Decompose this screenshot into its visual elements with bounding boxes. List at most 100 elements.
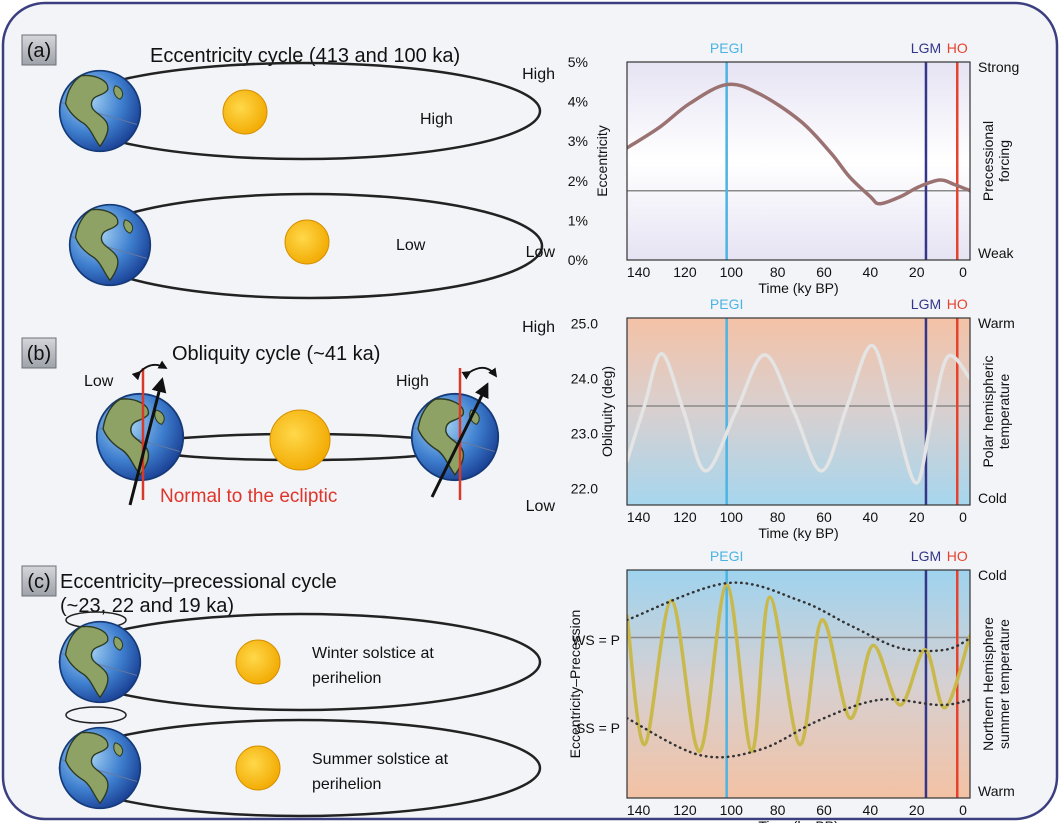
event-label: HO bbox=[947, 296, 968, 312]
orbit-label: Winter solstice at bbox=[312, 645, 434, 662]
curve bbox=[627, 82, 970, 206]
x-tick-label: 20 bbox=[909, 802, 925, 818]
y-tick-label: 3% bbox=[568, 133, 588, 149]
y2-axis-title: summer temperature bbox=[996, 619, 1012, 749]
curve bbox=[627, 583, 970, 754]
event-label: HO bbox=[947, 548, 968, 564]
plot-area bbox=[627, 62, 970, 260]
earth bbox=[68, 203, 152, 287]
plot-area bbox=[627, 570, 970, 798]
x-tick-label: 120 bbox=[673, 802, 697, 818]
y-tick-label: SS = P bbox=[576, 720, 620, 736]
y-tick-label: WS = P bbox=[572, 632, 620, 648]
envelope-line bbox=[627, 698, 970, 759]
event-label: PEGI bbox=[710, 40, 743, 56]
sun bbox=[235, 639, 281, 685]
y2-range-label: Warm bbox=[978, 783, 1015, 799]
earth bbox=[58, 69, 142, 153]
event-label: PEGI bbox=[710, 296, 743, 312]
y-tick-label: 24.0 bbox=[571, 371, 598, 387]
x-tick-label: 120 bbox=[673, 509, 697, 525]
y-tick-label: 22.0 bbox=[571, 481, 598, 497]
x-tick-label: 20 bbox=[909, 509, 925, 525]
x-tick-label: 0 bbox=[959, 802, 967, 818]
sun bbox=[284, 219, 330, 265]
y2-range-label: Cold bbox=[978, 490, 1007, 506]
y-tick-label: 5% bbox=[568, 54, 588, 70]
x-tick-label: 40 bbox=[863, 264, 879, 280]
rotation-arrow bbox=[65, 706, 127, 724]
earth bbox=[410, 392, 500, 482]
plot-border bbox=[626, 569, 971, 799]
range-label: Low bbox=[526, 498, 556, 515]
orbit-label: High bbox=[420, 111, 453, 128]
panel-label: (a) bbox=[27, 40, 51, 62]
x-tick-label: 100 bbox=[720, 509, 744, 525]
x-tick-label: 20 bbox=[909, 264, 925, 280]
chart: PEGI LGM HO 140 120 100 80 60 40 20 0 22.0 23.0 24.0 2… bbox=[522, 296, 1015, 541]
sun bbox=[235, 745, 281, 791]
y2-range-label: Strong bbox=[978, 59, 1019, 75]
chart: PEGI LGM HO 140 120 100 80 60 40 20 0 SS = P WS = P T… bbox=[567, 548, 1015, 828]
x-tick-label: 140 bbox=[627, 264, 651, 280]
x-tick-label: 80 bbox=[770, 509, 786, 525]
charts: PEGI LGM HO 140 120 100 80 60 40 20 0 0% 1% 2% 3% 4% 5% T… bbox=[522, 40, 1019, 828]
event-label: LGM bbox=[911, 548, 941, 564]
event-label: HO bbox=[947, 40, 968, 56]
panel-title: Obliquity cycle (~41 ka) bbox=[172, 343, 380, 365]
earth bbox=[58, 620, 142, 704]
x-tick-label: 100 bbox=[720, 264, 744, 280]
position-label: High bbox=[396, 373, 429, 390]
chart: PEGI LGM HO 140 120 100 80 60 40 20 0 0% 1% 2% 3% 4% 5% T… bbox=[522, 40, 1019, 296]
curve bbox=[627, 343, 970, 485]
event-label: LGM bbox=[911, 296, 941, 312]
plot-border bbox=[626, 61, 971, 261]
y-tick-label: 23.0 bbox=[571, 426, 598, 442]
x-tick-label: 80 bbox=[770, 802, 786, 818]
orbit-label: perihelion bbox=[312, 776, 381, 793]
earth bbox=[58, 726, 142, 810]
x-tick-label: 100 bbox=[720, 802, 744, 818]
range-label: High bbox=[522, 66, 555, 83]
panel-title: (~23, 22 and 19 ka) bbox=[60, 595, 234, 617]
y-axis-title: Obliquity (deg) bbox=[599, 366, 615, 457]
x-axis-title: Time (ky BP) bbox=[758, 818, 838, 823]
y-axis-title: Eccentricity bbox=[594, 125, 610, 197]
sun bbox=[269, 409, 331, 471]
envelope-line bbox=[627, 581, 970, 653]
event-label: PEGI bbox=[710, 548, 743, 564]
x-tick-label: 0 bbox=[959, 264, 967, 280]
y2-axis-title: Northern Hemisphere bbox=[980, 617, 996, 751]
y2-axis-title: forcing bbox=[996, 140, 1012, 182]
y2-range-label: Weak bbox=[978, 245, 1015, 261]
x-tick-label: 140 bbox=[627, 802, 651, 818]
y2-axis-title: Polar hemispheric bbox=[980, 355, 996, 467]
x-tick-label: 120 bbox=[673, 264, 697, 280]
x-axis-title: Time (ky BP) bbox=[758, 525, 838, 541]
x-tick-label: 80 bbox=[770, 264, 786, 280]
orbit-label: perihelion bbox=[312, 670, 381, 687]
position-label: Low bbox=[84, 373, 114, 390]
y2-range-label: Cold bbox=[978, 567, 1007, 583]
y2-range-label: Warm bbox=[978, 315, 1015, 331]
x-axis-title: Time (ky BP) bbox=[758, 280, 838, 296]
panel-tag bbox=[21, 34, 57, 66]
orbit-label: Low bbox=[396, 237, 426, 254]
panel-title: Eccentricity cycle (413 and 100 ka) bbox=[150, 45, 460, 67]
panel-title: Eccentricity–precessional cycle bbox=[60, 571, 337, 593]
spin-axis bbox=[430, 382, 489, 498]
panel-tag bbox=[21, 565, 57, 597]
panel-label: (b) bbox=[27, 343, 51, 365]
panel-label: (c) bbox=[27, 571, 50, 593]
y-tick-label: 1% bbox=[568, 212, 588, 228]
x-tick-label: 60 bbox=[816, 802, 832, 818]
y2-axis-title: temperature bbox=[996, 374, 1012, 450]
y-tick-label: 25.0 bbox=[571, 316, 598, 332]
x-tick-label: 40 bbox=[863, 802, 879, 818]
panel-tag bbox=[21, 337, 57, 369]
x-tick-label: 140 bbox=[627, 509, 651, 525]
y-tick-label: 2% bbox=[568, 173, 588, 189]
spin-axis bbox=[128, 377, 167, 506]
tilt-arrow bbox=[461, 366, 498, 380]
